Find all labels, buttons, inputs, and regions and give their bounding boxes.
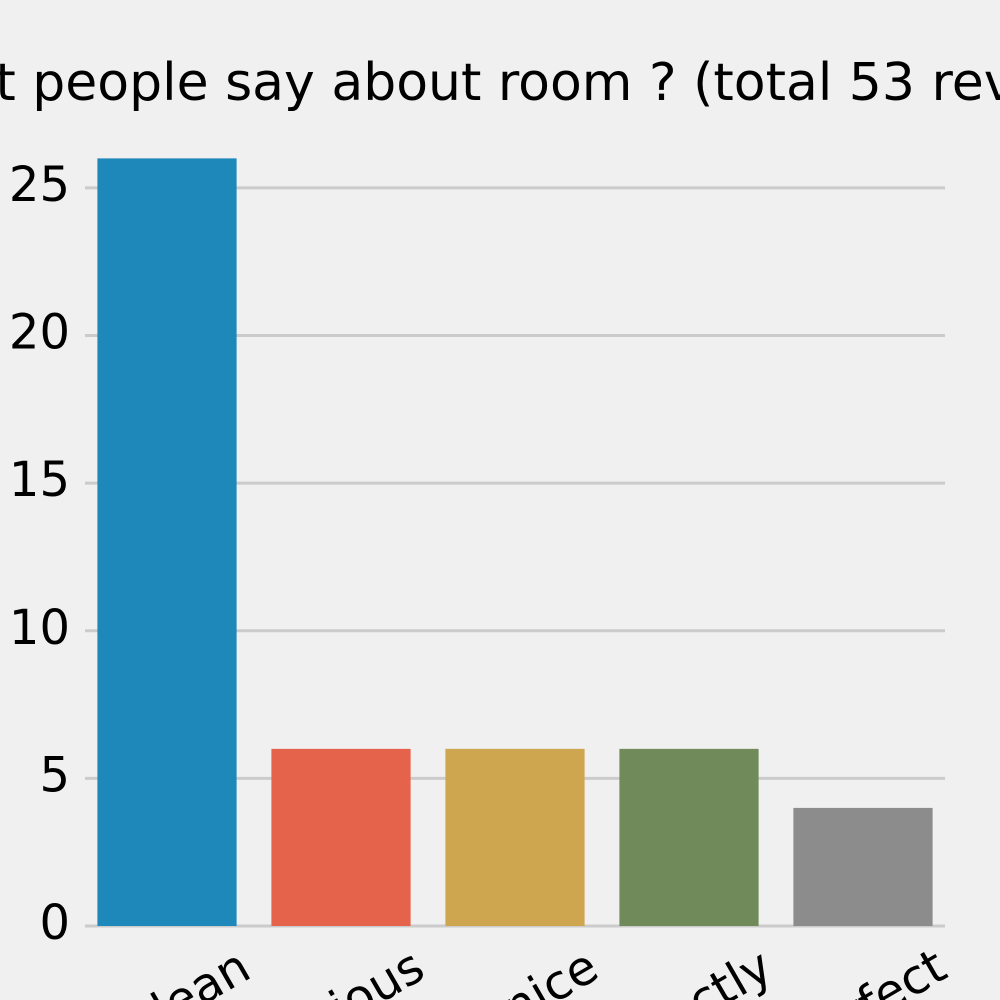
y-tick-label: 25: [9, 157, 70, 213]
x-tick-label: clean: [120, 938, 260, 1000]
y-tick-label: 10: [9, 600, 70, 656]
y-tick-label: 5: [39, 747, 70, 803]
bar: [619, 748, 759, 926]
bar: [97, 158, 237, 926]
x-tick-label: nice: [493, 938, 607, 1000]
x-tick-label: perfectly: [569, 938, 782, 1000]
y-tick-label: 20: [9, 305, 70, 361]
chart-title: What people say about room ? (total 53 r…: [0, 53, 1000, 113]
bar: [445, 748, 585, 926]
y-tick-label: 0: [39, 895, 70, 951]
bar: [271, 748, 411, 926]
x-tick-label: spacious: [224, 938, 433, 1000]
y-tick-label: 15: [9, 452, 70, 508]
bar: [793, 807, 933, 926]
x-tick-label: perfect: [779, 938, 955, 1000]
